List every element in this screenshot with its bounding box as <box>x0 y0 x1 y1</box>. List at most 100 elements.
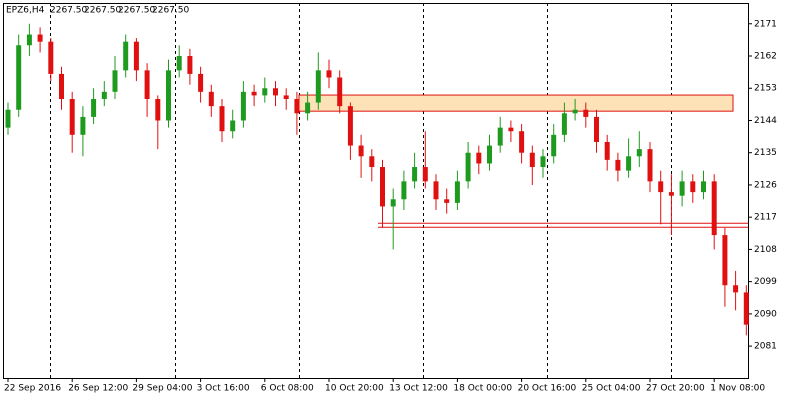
candle-body <box>658 181 664 193</box>
candle-body <box>26 34 32 46</box>
candle-body <box>208 91 214 107</box>
candle-body <box>326 70 332 78</box>
y-tick-label: 2090 <box>754 309 777 319</box>
candle-body <box>305 102 311 114</box>
candle-body <box>166 70 171 121</box>
candle-body <box>37 34 43 42</box>
x-tick-label: 27 Oct 20:00 <box>646 384 705 394</box>
candle-body <box>91 98 97 117</box>
candle-body <box>16 45 22 110</box>
candle-body <box>5 109 11 128</box>
x-tick-label: 3 Oct 16:00 <box>197 384 250 394</box>
x-tick-label: 25 Oct 04:00 <box>582 384 641 394</box>
y-tick-label: 2162 <box>754 52 777 62</box>
y-tick-label: 2099 <box>754 277 777 287</box>
candle-body <box>69 98 75 135</box>
candle-body <box>636 149 642 157</box>
candle-body <box>390 199 396 207</box>
y-tick-label: 2081 <box>754 342 777 352</box>
candle-body <box>294 98 300 114</box>
candle-body <box>144 70 150 99</box>
candle-body <box>273 88 278 96</box>
x-tick-label: 22 Sep 2016 <box>4 384 61 394</box>
candle-body <box>80 116 86 135</box>
candle-body <box>615 159 621 171</box>
candle-body <box>337 77 343 107</box>
candle-body <box>133 41 139 71</box>
candle-body <box>626 156 632 171</box>
candle-body <box>230 120 236 132</box>
candle-body <box>155 98 161 121</box>
candle-body <box>123 41 129 71</box>
candle-body <box>647 149 653 182</box>
candle-body <box>444 199 450 203</box>
zone <box>298 94 734 112</box>
candle-body <box>540 156 546 168</box>
x-tick-label: 1 Nov 08:00 <box>710 384 765 394</box>
symbol: EPZ6,H4 <box>6 6 45 16</box>
plot-frame <box>3 3 749 379</box>
quote-value: 2267.50 <box>50 6 87 16</box>
candle-body <box>594 116 599 142</box>
y-tick-label: 2135 <box>754 148 777 158</box>
x-tick-label: 20 Oct 16:00 <box>518 384 577 394</box>
candle-body <box>358 145 364 157</box>
quote-value: 2267.50 <box>152 6 189 16</box>
candle-body <box>711 181 717 236</box>
candle-body <box>583 109 589 117</box>
x-tick-label: 13 Oct 12:00 <box>389 384 448 394</box>
y-tick-label: 2108 <box>754 245 777 255</box>
candle-body <box>433 181 439 200</box>
candle-body <box>679 181 685 196</box>
candle-body <box>187 56 193 74</box>
y-tick-label: 2117 <box>754 213 777 223</box>
candle-body <box>198 73 204 92</box>
candle-body <box>347 106 353 146</box>
candle-body <box>112 70 118 92</box>
quote-value: 2267.50 <box>118 6 155 16</box>
candle-body <box>465 152 471 182</box>
candle-body <box>743 292 749 325</box>
candle-body <box>369 156 375 168</box>
candle-body <box>508 127 514 132</box>
candle-body <box>422 167 428 182</box>
candle-body <box>219 106 225 132</box>
y-tick-label: 2153 <box>754 84 777 94</box>
candle-body <box>561 113 567 135</box>
candle-body <box>690 181 696 193</box>
candle-body <box>604 141 610 160</box>
candle-body <box>476 152 482 164</box>
candle-body <box>551 134 557 157</box>
candle-body <box>668 192 674 196</box>
candle-body <box>283 95 289 99</box>
candle-body <box>572 109 578 114</box>
candle-body <box>497 127 503 146</box>
candle-body <box>454 181 460 203</box>
candle-body <box>412 167 418 182</box>
x-tick-label: 18 Oct 00:00 <box>453 384 512 394</box>
x-tick-label: 10 Oct 20:00 <box>325 384 384 394</box>
candle-body <box>519 131 525 153</box>
x-tick-label: 29 Sep 04:00 <box>132 384 192 394</box>
candle-body <box>48 41 54 74</box>
candle-body <box>176 56 182 71</box>
candle-body <box>529 152 535 168</box>
candle-body <box>380 167 385 207</box>
candle-body <box>733 285 739 293</box>
header: EPZ6,H4 <box>6 6 45 16</box>
candle-body <box>59 73 64 99</box>
candle-body <box>701 181 706 193</box>
candle-body <box>101 91 107 99</box>
candle-body <box>487 145 492 164</box>
candle-body <box>401 181 407 200</box>
candle-body <box>251 91 257 96</box>
x-tick-label: 6 Oct 08:00 <box>261 384 314 394</box>
candle-body <box>262 88 268 96</box>
y-tick-label: 2126 <box>754 180 777 190</box>
x-tick-label: 26 Sep 12:00 <box>68 384 128 394</box>
candle-body <box>240 91 246 121</box>
y-tick-label: 2144 <box>754 116 777 126</box>
